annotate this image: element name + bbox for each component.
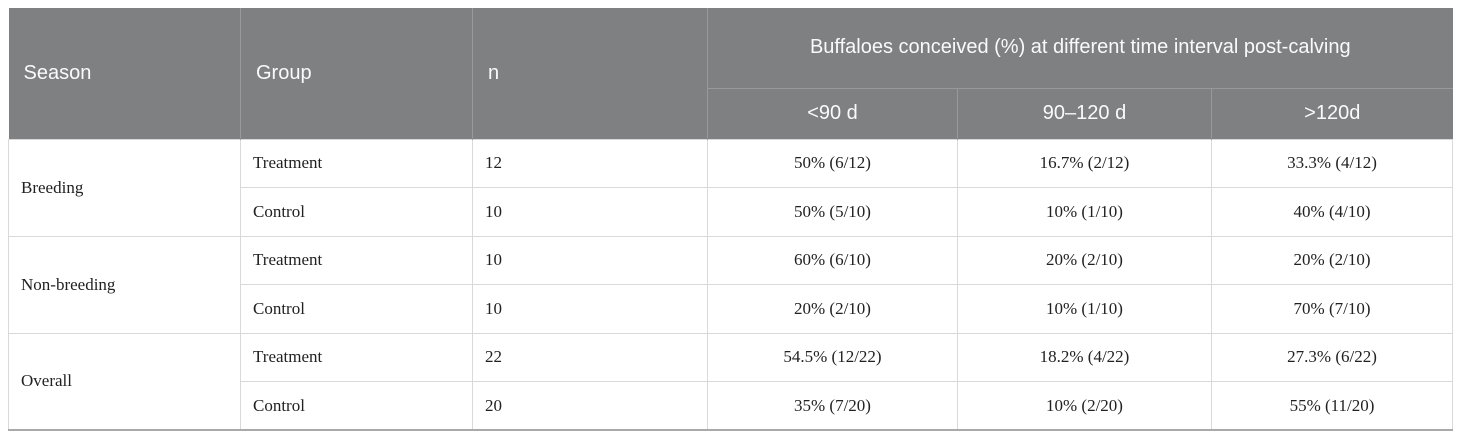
value-cell-lt90d: 60% (6/10) bbox=[707, 235, 958, 285]
value-cell-lt90d: 35% (7/20) bbox=[707, 381, 958, 431]
group-cell: Treatment bbox=[240, 235, 473, 285]
value-cell-lt90d: 54.5% (12/22) bbox=[707, 332, 958, 382]
group-cell: Control bbox=[240, 284, 473, 334]
season-cell-breeding: Breeding bbox=[8, 138, 241, 237]
value-cell-lt90d: 20% (2/10) bbox=[707, 284, 958, 334]
group-cell: Control bbox=[240, 187, 473, 237]
value-cell-gt120d: 27.3% (6/22) bbox=[1210, 332, 1454, 382]
column-header-lt90d: <90 d bbox=[707, 87, 958, 139]
value-cell-gt120d: 20% (2/10) bbox=[1210, 235, 1454, 285]
group-cell: Control bbox=[240, 381, 473, 431]
value-cell-90-120d: 18.2% (4/22) bbox=[957, 332, 1212, 382]
value-cell-gt120d: 33.3% (4/12) bbox=[1210, 138, 1454, 188]
table-row: Control 10 20% (2/10) 10% (1/10) 70% (7/… bbox=[9, 284, 1454, 334]
table-row: Control 10 50% (5/10) 10% (1/10) 40% (4/… bbox=[9, 187, 1454, 237]
value-cell-90-120d: 16.7% (2/12) bbox=[957, 138, 1212, 188]
value-cell-gt120d: 55% (11/20) bbox=[1210, 381, 1454, 431]
column-header-season: Season bbox=[8, 8, 241, 139]
season-cell-non-breeding: Non-breeding bbox=[8, 235, 241, 334]
column-group-header-conceived: Buffaloes conceived (%) at different tim… bbox=[706, 8, 1453, 88]
n-cell: 22 bbox=[472, 332, 708, 382]
value-cell-lt90d: 50% (5/10) bbox=[707, 187, 958, 237]
buffalo-conception-table: Season Group n Buffaloes conceived (%) a… bbox=[8, 8, 1454, 431]
column-header-gt120d: >120d bbox=[1210, 87, 1453, 139]
column-header-n: n bbox=[472, 8, 708, 139]
value-cell-lt90d: 50% (6/12) bbox=[707, 138, 958, 188]
column-header-90-120d: 90–120 d bbox=[957, 87, 1212, 139]
n-cell: 10 bbox=[472, 235, 708, 285]
table-row: Breeding Treatment 12 50% (6/12) 16.7% (… bbox=[8, 138, 1454, 237]
table-header: Season Group n Buffaloes conceived (%) a… bbox=[8, 8, 1453, 139]
n-cell: 10 bbox=[472, 284, 708, 334]
column-header-group: Group bbox=[240, 8, 473, 139]
n-cell: 12 bbox=[472, 138, 708, 188]
season-cell-overall: Overall bbox=[8, 332, 241, 431]
value-cell-90-120d: 10% (1/10) bbox=[957, 187, 1212, 237]
group-cell: Treatment bbox=[240, 332, 473, 382]
value-cell-gt120d: 40% (4/10) bbox=[1210, 187, 1454, 237]
table-row: Control 20 35% (7/20) 10% (2/20) 55% (11… bbox=[9, 381, 1454, 431]
column-group-header-label: Buffaloes conceived (%) at different tim… bbox=[809, 36, 1351, 59]
table-row: Overall Treatment 22 54.5% (12/22) 18.2%… bbox=[8, 332, 1454, 431]
value-cell-gt120d: 70% (7/10) bbox=[1210, 284, 1454, 334]
n-cell: 20 bbox=[472, 381, 708, 431]
table-row: Non-breeding Treatment 10 60% (6/10) 20%… bbox=[8, 235, 1454, 334]
group-cell: Treatment bbox=[240, 138, 473, 188]
value-cell-90-120d: 10% (1/10) bbox=[957, 284, 1212, 334]
value-cell-90-120d: 20% (2/10) bbox=[957, 235, 1212, 285]
table-body: Breeding Treatment 12 50% (6/12) 16.7% (… bbox=[8, 138, 1454, 431]
n-cell: 10 bbox=[472, 187, 708, 237]
value-cell-90-120d: 10% (2/20) bbox=[957, 381, 1212, 431]
